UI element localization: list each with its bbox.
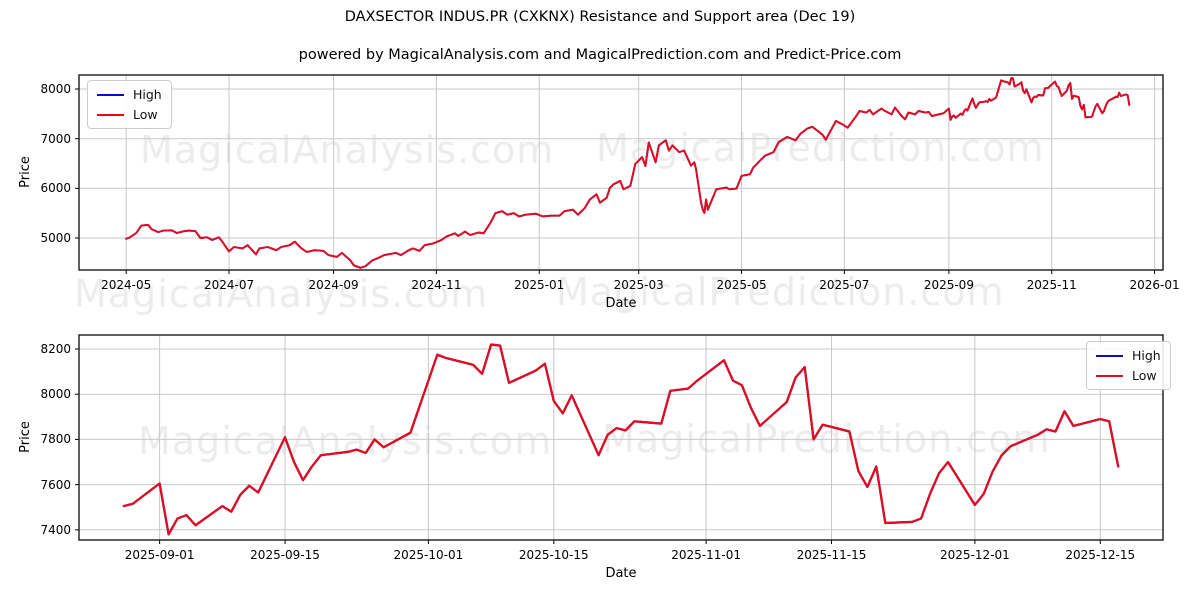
x-tick-label: 2025-05	[716, 278, 767, 292]
x-tick-label: 2025-11	[1026, 278, 1077, 292]
x-tick-label: 2025-10-15	[518, 548, 589, 562]
x-tick-label: 2026-01	[1129, 278, 1180, 292]
x-tick-label: 2025-09-01	[124, 548, 195, 562]
high-line-swatch	[97, 93, 124, 96]
x-tick-label: 2024-07	[203, 278, 255, 292]
y-tick-label: 8200	[40, 342, 71, 356]
x-axis-label-top: Date	[605, 296, 637, 311]
y-tick-label: 7800	[40, 432, 71, 447]
x-tick-label: 2025-10-01	[393, 548, 464, 562]
x-tick-label: 2025-12-01	[939, 548, 1010, 562]
legend-top-chart: High Low	[87, 80, 172, 129]
legend-item-high: High	[97, 87, 162, 102]
x-tick-label: 2024-11	[411, 278, 462, 292]
x-tick-label: 2025-03	[613, 278, 664, 292]
figure-subtitle: powered by MagicalAnalysis.com and Magic…	[298, 47, 902, 63]
y-tick-label: 5000	[40, 231, 71, 245]
legend-item-low: Low	[97, 107, 162, 122]
y-tick-label: 7600	[40, 477, 71, 492]
low-line-swatch	[1096, 374, 1123, 377]
legend-label-high: High	[1132, 348, 1161, 363]
y-tick-label: 8000	[40, 387, 71, 402]
legend-label-low: Low	[1132, 368, 1157, 383]
y-tick-label: 8000	[40, 82, 71, 96]
y-tick-label: 6000	[40, 181, 71, 196]
legend-label-low: Low	[133, 107, 158, 122]
x-tick-label: 2024-05	[101, 278, 152, 292]
low-line-swatch	[97, 113, 124, 116]
x-tick-label: 2025-01	[514, 278, 565, 292]
x-tick-label: 2025-11-15	[796, 548, 867, 562]
x-tick-label: 2025-07	[819, 278, 870, 292]
x-axis-label-bottom: Date	[605, 566, 637, 581]
legend-item-low: Low	[1096, 368, 1161, 383]
x-tick-label: 2025-12-15	[1065, 548, 1136, 562]
x-tick-label: 2024-09	[308, 278, 359, 292]
x-tick-label: 2025-09-15	[250, 548, 320, 562]
legend-item-high: High	[1096, 348, 1161, 363]
x-tick-label: 2025-09	[923, 278, 974, 292]
legend-bottom-chart: High Low	[1086, 341, 1171, 390]
high-line-swatch	[1096, 354, 1123, 357]
y-tick-label: 7000	[40, 131, 71, 146]
legend-label-high: High	[133, 87, 162, 102]
x-tick-label: 2025-11-01	[671, 548, 741, 562]
figure-title: DAXSECTOR INDUS.PR (CXKNX) Resistance an…	[344, 9, 856, 25]
y-tick-label: 7400	[40, 522, 71, 537]
